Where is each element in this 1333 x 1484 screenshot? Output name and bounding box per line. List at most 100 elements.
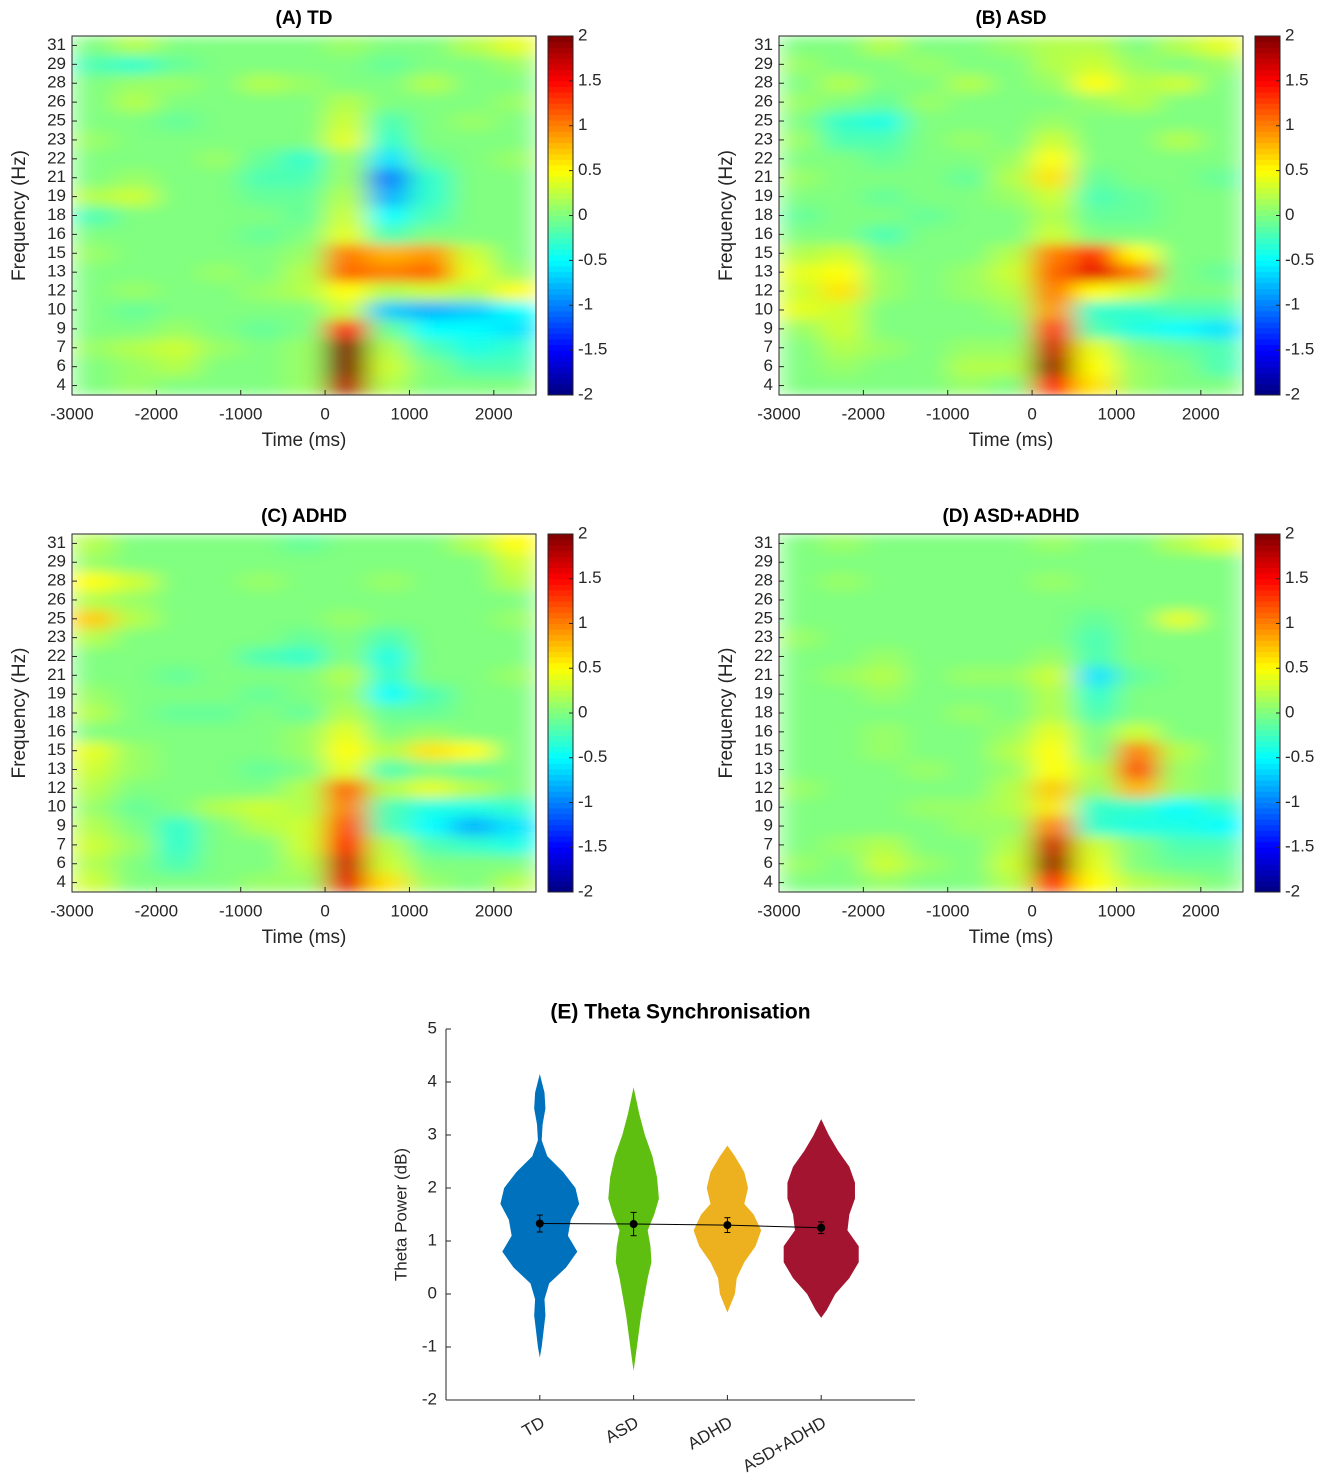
heatmap-cell	[240, 873, 284, 892]
heatmap-cell	[282, 590, 326, 610]
colorbar-swatch	[548, 589, 573, 597]
heatmap-cell	[409, 149, 453, 169]
heatmap-cell	[1074, 590, 1117, 610]
heatmap-cell	[779, 609, 822, 629]
heatmap-cell	[1032, 628, 1075, 648]
heatmap-cell	[72, 338, 115, 358]
heatmap-cell	[989, 92, 1033, 113]
heatmap-cell	[1200, 130, 1243, 150]
heatmap-cell	[240, 854, 284, 874]
colorbar-swatch	[548, 226, 573, 233]
heatmap-cell	[367, 73, 410, 94]
colorbar-swatch	[1255, 640, 1280, 647]
heatmap-cell	[114, 243, 157, 264]
heatmap-cell	[367, 262, 410, 283]
heatmap-cell	[947, 73, 991, 94]
heatmap-cell	[282, 571, 326, 592]
heatmap-cell	[1032, 873, 1075, 892]
heatmap-cell	[198, 149, 242, 169]
heatmap-cell	[1032, 609, 1075, 629]
heatmap-cell	[863, 854, 907, 874]
y-tick-label: 7	[57, 337, 66, 356]
mean-point	[535, 1219, 544, 1228]
heatmap-cell	[1032, 111, 1075, 131]
colorbar-tick-label: 2	[1285, 523, 1294, 542]
colorbar-tick-label: -1.5	[1285, 837, 1314, 856]
colorbar-swatch	[548, 668, 573, 675]
heatmap-cell	[367, 873, 410, 892]
colorbar-swatch	[548, 204, 573, 211]
colorbar-tick-label: 2	[1285, 25, 1294, 44]
heatmap-cell	[1200, 534, 1243, 554]
heatmap-cell	[240, 760, 284, 780]
heatmap-cell	[114, 187, 157, 207]
heatmap-cell	[1158, 590, 1202, 610]
y-tick-label: 25	[754, 111, 773, 130]
colorbar-swatch	[1255, 260, 1280, 267]
heatmap-cell	[367, 552, 410, 573]
heatmap-cell	[989, 168, 1033, 188]
heatmap-cell	[1074, 206, 1117, 226]
heatmap-cell	[779, 224, 822, 245]
heatmap-cell	[325, 111, 368, 131]
heatmap-cell	[821, 797, 864, 818]
heatmap-cell	[72, 552, 115, 573]
heatmap-cell	[1074, 73, 1117, 94]
heatmap-cell	[1200, 571, 1243, 592]
heatmap-cell	[779, 647, 822, 667]
heatmap-cell	[821, 149, 864, 169]
heatmap-cell	[156, 647, 200, 667]
heatmap-cell	[409, 590, 453, 610]
heatmap-cell	[114, 665, 157, 686]
heatmap-cell	[1200, 760, 1243, 780]
heatmap-cell	[1116, 168, 1160, 188]
heatmap-cell	[240, 609, 284, 629]
heatmap-cell	[1200, 243, 1243, 264]
heatmap-cell	[72, 665, 115, 686]
colorbar-swatch	[1255, 153, 1280, 160]
heatmap-cell	[240, 552, 284, 573]
heatmap-cell	[240, 130, 284, 150]
colorbar-swatch	[548, 696, 573, 703]
x-tick-label: -2000	[842, 901, 885, 920]
colorbar-swatch	[1255, 338, 1280, 346]
colorbar-swatch	[548, 808, 573, 815]
heatmap-cell	[156, 703, 200, 723]
heatmap-cell	[282, 92, 326, 113]
chart-title: (E) Theta Synchronisation	[550, 1001, 810, 1024]
heatmap-cell	[198, 357, 242, 377]
heatmap-cell	[989, 206, 1033, 226]
y-tick-label: 16	[47, 721, 66, 740]
heatmap-cell	[1032, 262, 1075, 283]
heatmap-cell	[451, 281, 495, 302]
heatmap-cell	[156, 760, 200, 780]
heatmap-cell	[947, 778, 991, 799]
heatmap-cell	[1158, 262, 1202, 283]
heatmap-cell	[989, 722, 1033, 742]
heatmap-cell	[451, 628, 495, 648]
y-tick-label: 23	[47, 129, 66, 148]
colorbar-swatch	[1255, 673, 1280, 680]
heatmap-cell	[905, 73, 949, 94]
heatmap-cell	[282, 111, 326, 131]
heatmap-cell	[947, 300, 991, 320]
heatmap-cell	[325, 778, 368, 799]
heatmap-cell	[493, 797, 536, 818]
colorbar-swatch	[1255, 125, 1280, 132]
heatmap-cell	[779, 206, 822, 226]
y-tick-label: 21	[754, 167, 773, 186]
x-tick-label: 2000	[1182, 901, 1220, 920]
heatmap-cell	[282, 376, 326, 395]
heatmap-cell	[905, 300, 949, 320]
colorbar-swatch	[1255, 685, 1280, 692]
heatmap-cell	[989, 130, 1033, 150]
x-tick-label: 0	[1027, 404, 1036, 423]
heatmap-cell	[156, 534, 200, 554]
heatmap-cell	[989, 778, 1033, 799]
heatmap-cell	[114, 92, 157, 113]
heatmap-cell	[863, 243, 907, 264]
heatmap-cell	[863, 778, 907, 799]
heatmap-cell	[1074, 281, 1117, 302]
colorbar-swatch	[1255, 58, 1280, 65]
colorbar-swatch	[548, 556, 573, 563]
